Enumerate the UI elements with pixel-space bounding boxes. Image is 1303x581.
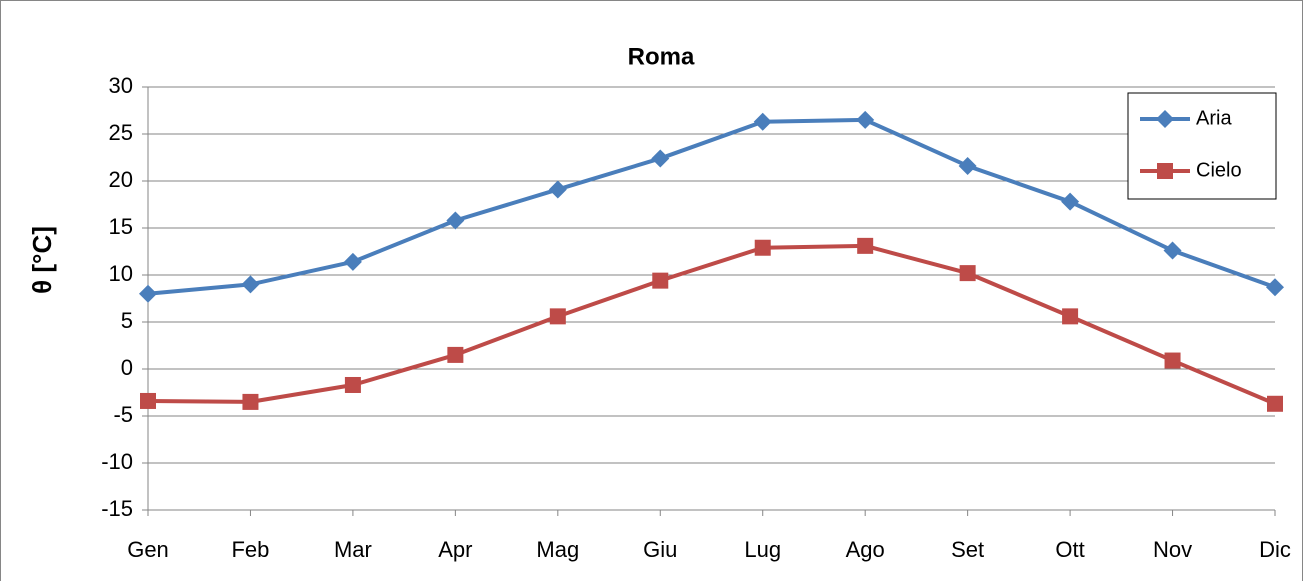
- series-line: [147, 243, 1276, 406]
- data-point: [651, 149, 670, 168]
- data-point: [1163, 241, 1182, 260]
- x-tick-label: Ago: [846, 537, 885, 562]
- data-point: [1061, 192, 1080, 211]
- data-point: [959, 265, 976, 282]
- data-point: [140, 392, 156, 409]
- x-tick-label: Giu: [643, 537, 677, 562]
- y-tick-label: -5: [113, 402, 133, 427]
- x-tick-label: Ott: [1055, 537, 1084, 562]
- x-tick-label: Lug: [744, 537, 781, 562]
- data-point: [549, 308, 566, 325]
- y-tick-label: 0: [121, 355, 133, 380]
- y-tick-label: -10: [101, 449, 133, 474]
- data-point: [242, 393, 259, 410]
- data-point: [1062, 308, 1079, 325]
- data-point: [548, 180, 567, 199]
- data-point: [1266, 278, 1284, 297]
- data-point: [652, 272, 669, 289]
- legend-marker: [1157, 163, 1173, 179]
- x-tick-label: Apr: [438, 537, 472, 562]
- data-point: [753, 112, 772, 131]
- data-point: [344, 376, 361, 393]
- data-point: [754, 239, 771, 256]
- data-point: [446, 211, 465, 230]
- y-axis-label: θ [°C]: [27, 226, 57, 294]
- data-point: [857, 237, 874, 254]
- y-tick-label: 5: [121, 308, 133, 333]
- legend-marker: [1156, 110, 1174, 128]
- data-point: [856, 110, 875, 129]
- chart-title: Roma: [628, 43, 695, 70]
- x-tick-label: Mar: [334, 537, 372, 562]
- x-tick-label: Nov: [1153, 537, 1192, 562]
- series-line: [147, 117, 1276, 296]
- legend-box: [1127, 92, 1277, 200]
- x-tick-label: Gen: [127, 537, 169, 562]
- y-tick-label: 15: [109, 214, 133, 239]
- legend-label: Cielo: [1196, 159, 1242, 181]
- x-tick-label: Mag: [536, 537, 579, 562]
- data-point: [139, 284, 157, 303]
- y-tick-label: 20: [109, 167, 133, 192]
- data-point: [1164, 352, 1181, 369]
- y-tick-label: 10: [109, 261, 133, 286]
- data-point: [241, 275, 260, 294]
- y-tick-label: 30: [109, 73, 133, 98]
- x-tick-label: Set: [951, 537, 984, 562]
- legend-label: Aria: [1196, 107, 1232, 129]
- x-tick-label: Feb: [231, 537, 269, 562]
- data-point: [1267, 395, 1283, 412]
- data-point: [958, 156, 977, 175]
- y-tick-label: -15: [101, 496, 133, 521]
- y-tick-label: 25: [109, 120, 133, 145]
- data-point: [447, 346, 464, 363]
- data-point: [343, 252, 362, 271]
- x-tick-label: Dic: [1259, 537, 1291, 562]
